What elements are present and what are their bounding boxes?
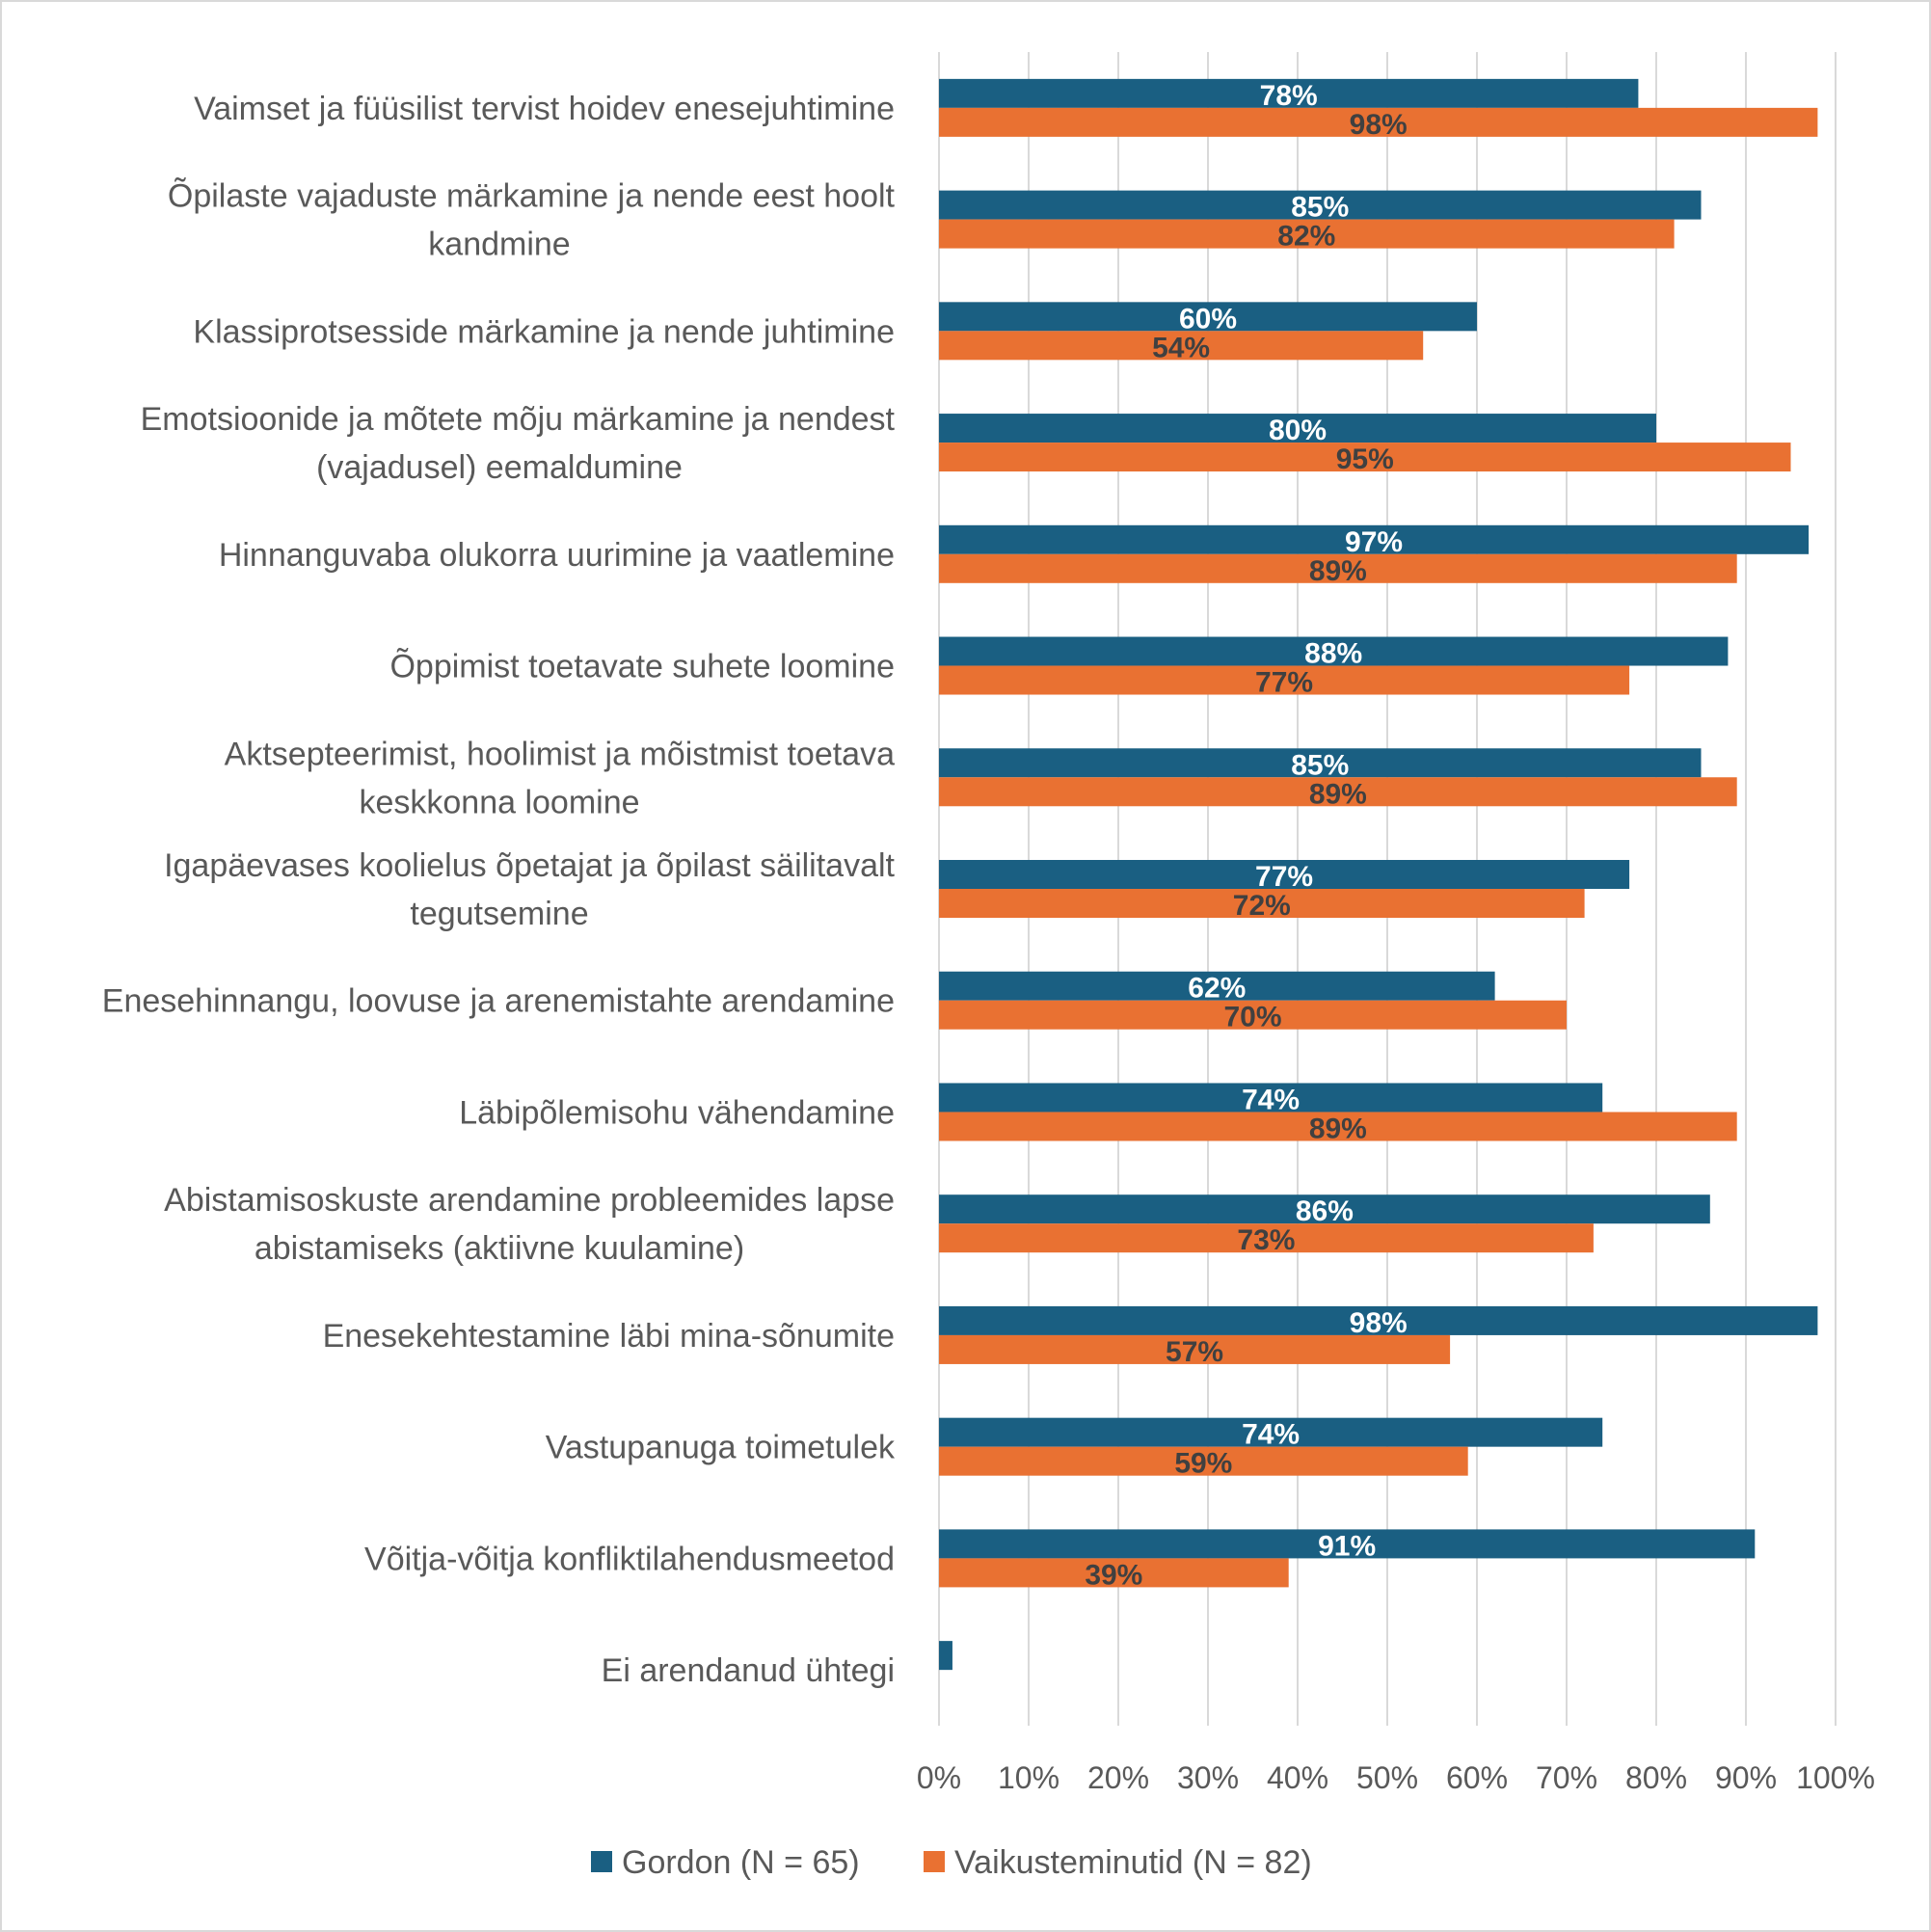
legend-swatch-gordon bbox=[591, 1851, 612, 1872]
data-label: 77% bbox=[1255, 667, 1313, 699]
data-label: 98% bbox=[1350, 109, 1408, 141]
data-label: 97% bbox=[1345, 526, 1403, 558]
category-label: Klassiprotsesside märkamine ja nende juh… bbox=[193, 313, 895, 350]
data-label: 77% bbox=[1255, 861, 1313, 893]
legend: Gordon (N = 65) Vaikusteminutid (N = 82) bbox=[591, 1844, 1312, 1881]
category-label: abistamiseks (aktiivne kuulamine) bbox=[255, 1230, 744, 1267]
x-tick-label: 50% bbox=[1356, 1760, 1418, 1795]
category-label: Vastupanuga toimetulek bbox=[546, 1430, 896, 1466]
data-label: 62% bbox=[1188, 973, 1246, 1005]
data-label: 89% bbox=[1309, 555, 1367, 587]
x-tick-label: 20% bbox=[1087, 1760, 1149, 1795]
data-labels: 78%98%85%82%60%54%80%95%97%89%88%77%85%8… bbox=[1085, 80, 1407, 1592]
data-label: 78% bbox=[1260, 80, 1318, 112]
data-label: 89% bbox=[1309, 778, 1367, 810]
data-label: 59% bbox=[1174, 1448, 1232, 1480]
x-tick-label: 80% bbox=[1625, 1760, 1687, 1795]
bar-gordon bbox=[939, 636, 1729, 666]
bar-vaikusteminutid bbox=[939, 553, 1737, 583]
bar-vaikusteminutid bbox=[939, 889, 1585, 918]
category-label: Emotsioonide ja mõtete mõju märkamine ja… bbox=[141, 401, 896, 438]
category-label: Õppimist toetavate suhete loomine bbox=[389, 649, 895, 685]
category-label: Hinnanguvaba olukorra uurimine ja vaatle… bbox=[219, 537, 895, 574]
x-tick-label: 90% bbox=[1715, 1760, 1777, 1795]
x-tick-label: 70% bbox=[1536, 1760, 1597, 1795]
bar-gordon bbox=[939, 860, 1630, 889]
data-label: 95% bbox=[1336, 443, 1394, 475]
bar-gordon bbox=[939, 1083, 1603, 1113]
data-label: 98% bbox=[1350, 1307, 1408, 1339]
bar-gordon bbox=[939, 190, 1702, 220]
bar-vaikusteminutid bbox=[939, 1446, 1468, 1476]
category-label: Läbipõlemisohu vähendamine bbox=[459, 1094, 895, 1131]
bar-vaikusteminutid bbox=[939, 1558, 1289, 1588]
bar-gordon bbox=[939, 302, 1477, 332]
category-label: tegutsemine bbox=[410, 896, 588, 932]
data-label: 60% bbox=[1179, 303, 1237, 335]
bar-gordon bbox=[939, 414, 1656, 443]
bar-gordon bbox=[939, 971, 1495, 1001]
bar-gordon bbox=[939, 1641, 952, 1671]
category-label: Ei arendanud ühtegi bbox=[602, 1652, 895, 1689]
x-tick-label: 30% bbox=[1177, 1760, 1239, 1795]
data-label: 91% bbox=[1318, 1530, 1376, 1562]
x-tick-label: 100% bbox=[1796, 1760, 1875, 1795]
data-label: 86% bbox=[1296, 1195, 1354, 1227]
data-label: 73% bbox=[1237, 1224, 1295, 1256]
data-label: 39% bbox=[1085, 1559, 1142, 1591]
bar-vaikusteminutid bbox=[939, 1000, 1567, 1030]
x-tick-label: 40% bbox=[1267, 1760, 1328, 1795]
category-labels: Vaimset ja füüsilist tervist hoidev enes… bbox=[102, 91, 896, 1689]
data-label: 82% bbox=[1277, 221, 1335, 253]
category-label: Abistamisoskuste arendamine probleemides… bbox=[164, 1182, 895, 1219]
bars bbox=[939, 78, 1818, 1671]
category-label: Õpilaste vajaduste märkamine ja nende ee… bbox=[168, 178, 896, 215]
bar-gordon bbox=[939, 524, 1810, 554]
bar-vaikusteminutid bbox=[939, 665, 1630, 695]
legend-label-vaikusteminutid: Vaikusteminutid (N = 82) bbox=[954, 1844, 1312, 1881]
data-label: 85% bbox=[1291, 192, 1349, 224]
data-label: 74% bbox=[1242, 1084, 1300, 1115]
bar-vaikusteminutid bbox=[939, 777, 1737, 807]
bar-gordon bbox=[939, 1305, 1818, 1335]
legend-swatch-vaikusteminutid bbox=[924, 1851, 945, 1872]
x-axis-ticks: 0% 10% 20% 30% 40% 50% 60% 70% 80% 90% 100% bbox=[917, 1760, 1875, 1795]
bar-gordon bbox=[939, 748, 1702, 778]
category-label: Võitja-võitja konfliktilahendusmeetod bbox=[364, 1541, 895, 1577]
data-label: 70% bbox=[1223, 1002, 1281, 1033]
data-label: 85% bbox=[1291, 749, 1349, 781]
bar-gordon bbox=[939, 1529, 1756, 1559]
bar-vaikusteminutid bbox=[939, 1334, 1451, 1364]
data-label: 89% bbox=[1309, 1113, 1367, 1144]
bar-vaikusteminutid bbox=[939, 1112, 1737, 1141]
bar-gordon bbox=[939, 1417, 1603, 1447]
category-label: Igapäevases koolielus õpetajat ja õpilas… bbox=[164, 847, 895, 884]
bar-vaikusteminutid bbox=[939, 331, 1424, 361]
category-label: Vaimset ja füüsilist tervist hoidev enes… bbox=[194, 91, 895, 127]
x-tick-label: 60% bbox=[1446, 1760, 1508, 1795]
data-label: 80% bbox=[1269, 415, 1327, 446]
bar-vaikusteminutid bbox=[939, 219, 1675, 249]
category-label: Enesehinnangu, loovuse ja arenemistahte … bbox=[102, 983, 895, 1020]
data-label: 74% bbox=[1242, 1419, 1300, 1451]
data-label: 72% bbox=[1233, 890, 1291, 922]
category-label: Aktsepteerimist, hoolimist ja mõistmist … bbox=[225, 736, 895, 772]
legend-label-gordon: Gordon (N = 65) bbox=[622, 1844, 860, 1881]
bar-vaikusteminutid bbox=[939, 107, 1818, 137]
bar-vaikusteminutid bbox=[939, 443, 1791, 472]
data-label: 57% bbox=[1166, 1336, 1223, 1368]
x-tick-label: 10% bbox=[998, 1760, 1059, 1795]
x-tick-label: 0% bbox=[917, 1760, 961, 1795]
category-label: kandmine bbox=[428, 227, 570, 263]
data-label: 54% bbox=[1152, 332, 1210, 363]
bar-gordon bbox=[939, 78, 1639, 108]
category-label: keskkonna loomine bbox=[359, 784, 639, 820]
bar-vaikusteminutid bbox=[939, 1223, 1594, 1253]
bar-gordon bbox=[939, 1194, 1710, 1224]
category-label: (vajadusel) eemaldumine bbox=[316, 449, 683, 486]
category-label: Enesekehtestamine läbi mina-sõnumite bbox=[323, 1318, 895, 1355]
data-label: 88% bbox=[1304, 638, 1362, 670]
